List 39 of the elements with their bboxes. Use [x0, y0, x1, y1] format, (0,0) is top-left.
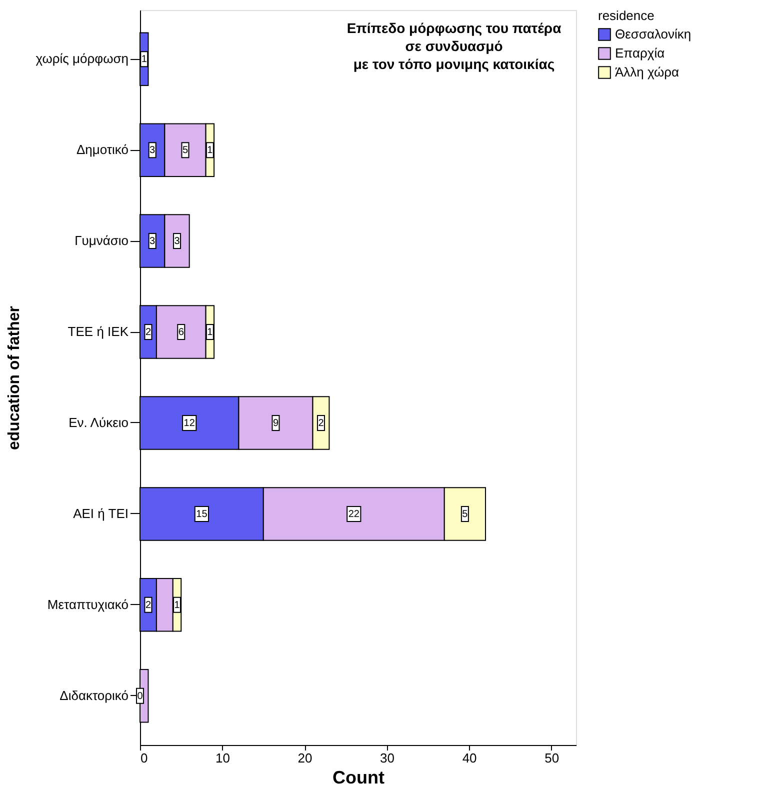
legend-label: Επαρχία [615, 46, 666, 60]
y-tick-label: ΑΕΙ ή ΤΕΙ [73, 506, 128, 521]
y-tick-label: Μεταπτυχιακό [47, 596, 128, 612]
x-tick-label: 20 [298, 750, 312, 766]
y-tick-label: Εν. Λύκειο [68, 414, 128, 430]
y-tick-label: Γυμνάσιο [74, 233, 128, 248]
data-label: 12 [184, 418, 196, 429]
y-tick-label: ΤΕΕ ή ΙΕΚ [68, 324, 129, 340]
data-label: 5 [182, 145, 188, 156]
data-label: 3 [174, 236, 180, 248]
data-label: 6 [178, 327, 184, 338]
y-tick-label: Διδακτορικό [60, 688, 128, 703]
data-label: 22 [348, 508, 360, 520]
x-tick-label: 50 [544, 750, 560, 766]
x-tick-label: 0 [140, 750, 148, 766]
data-label: 1 [174, 600, 180, 611]
text: Επίπεδο μόρφωσης του πατέρα σε συνδυασμό με τον τόπο μονιμης κατοικίας [346, 20, 562, 72]
x-tick-label: 40 [462, 750, 477, 766]
data-label: 9 [272, 418, 279, 429]
data-label: 0 [137, 690, 144, 702]
data-label: 1 [207, 327, 214, 338]
y-tick-label: χωρίς μόρφωση [36, 51, 128, 66]
x-tick-label: 10 [216, 750, 230, 766]
data-label: 1 [141, 54, 148, 66]
x-axis-title: Count [332, 768, 384, 788]
y-axis-title: education of father [6, 306, 23, 450]
data-label: 2 [145, 600, 152, 611]
data-label: 2 [145, 327, 152, 338]
data-label: 5 [462, 508, 468, 520]
x-tick-label: 30 [380, 750, 395, 766]
data-label: 2 [318, 418, 324, 429]
data-label: 3 [150, 145, 156, 156]
data-label: 15 [196, 508, 208, 520]
legend-label: Θεσσαλονίκη [615, 26, 692, 42]
legend-title: residence [598, 8, 654, 23]
legend-label: Άλλη χώρα [615, 64, 680, 80]
data-label: 3 [150, 236, 156, 248]
y-tick-label: Δημοτικό [76, 142, 128, 158]
data-label: 1 [207, 145, 214, 156]
